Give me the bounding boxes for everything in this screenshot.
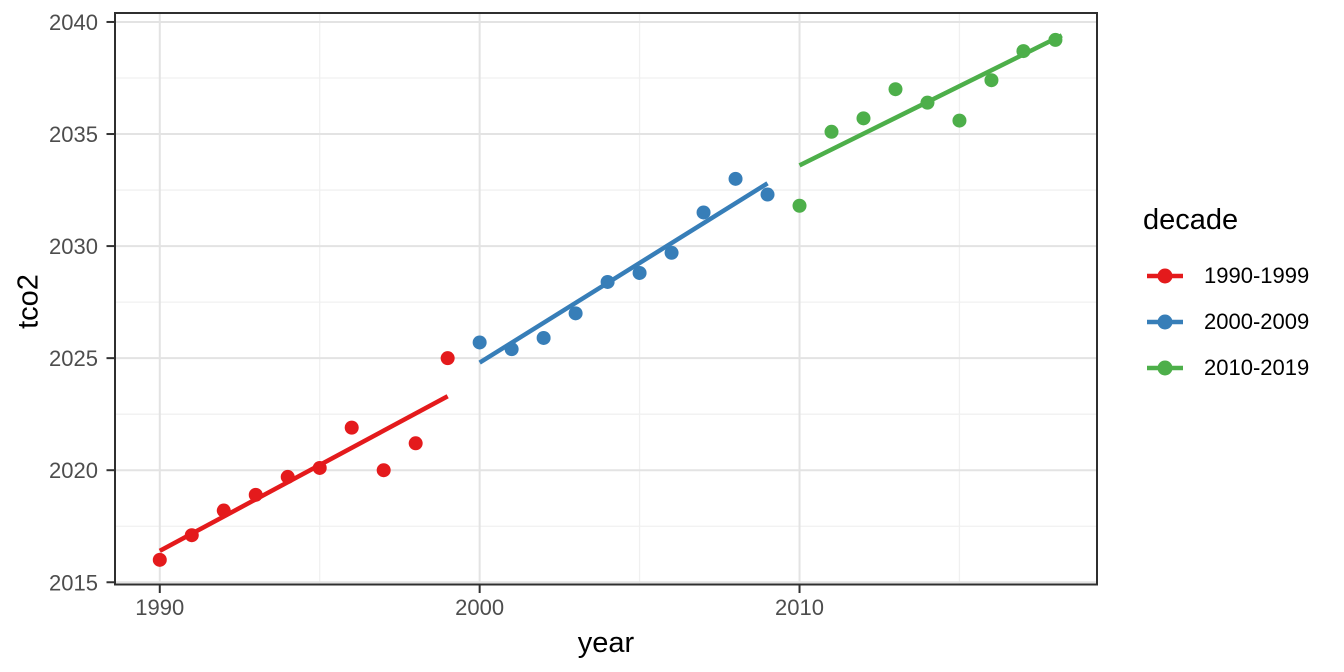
data-point-1990-1999 [408,436,423,451]
data-point-2000-2009 [632,265,647,280]
legend-key-icon [1147,314,1183,330]
data-point-2010-2019 [952,113,967,128]
legend-items: 1990-1999 2000-2009 2010-2019 [1140,253,1309,391]
data-point-2010-2019 [984,73,999,88]
legend-item: 2000-2009 [1140,299,1309,345]
legend: decade 1990-1999 2000-2009 2010-2019 [1140,204,1309,391]
legend-key-icon [1147,360,1183,376]
data-point-2010-2019 [824,124,839,139]
legend-item-label: 2010-2019 [1204,355,1310,380]
data-point-1990-1999 [440,351,455,366]
legend-key-point [1157,268,1173,284]
data-point-2010-2019 [792,198,807,213]
legend-item: 1990-1999 [1140,253,1309,299]
data-point-2010-2019 [888,82,903,97]
plot-panel [115,13,1097,585]
legend-item: 2010-2019 [1140,345,1309,391]
data-point-1990-1999 [152,552,167,567]
trend-line-2000-2009 [478,181,769,365]
legend-key-icon [1147,268,1183,284]
data-point-2010-2019 [856,111,871,126]
data-point-2000-2009 [536,330,551,345]
trend-line-1990-1999 [158,394,449,553]
data-point-2000-2009 [728,171,743,186]
y-tick-label: 2035 [49,122,98,147]
y-tick-label: 2025 [49,346,98,371]
legend-item-label: 2000-2009 [1204,309,1310,334]
data-point-1990-1999 [376,463,391,478]
data-point-2000-2009 [664,245,679,260]
x-tick-label: 2000 [455,595,504,620]
y-tick-label: 2020 [49,458,98,483]
data-point-2000-2009 [472,335,487,350]
y-tick-label: 2015 [49,570,98,595]
data-point-2000-2009 [568,306,583,321]
panel-border [114,12,1098,586]
x-tick-label: 2010 [775,595,824,620]
legend-key-point [1157,360,1173,376]
data-point-2000-2009 [760,187,775,202]
x-tick-label: 1990 [135,595,184,620]
y-axis-title: tco2 [12,274,45,329]
legend-key-point [1157,314,1173,330]
data-point-1990-1999 [344,420,359,435]
y-tick-label: 2040 [49,10,98,35]
legend-title: decade [1143,204,1239,236]
legend-item-label: 1990-1999 [1204,263,1310,288]
y-tick-label: 2030 [49,234,98,259]
x-axis-title: year [577,627,635,659]
trend-line-2010-2019 [798,33,1063,168]
data-point-2000-2009 [696,205,711,220]
